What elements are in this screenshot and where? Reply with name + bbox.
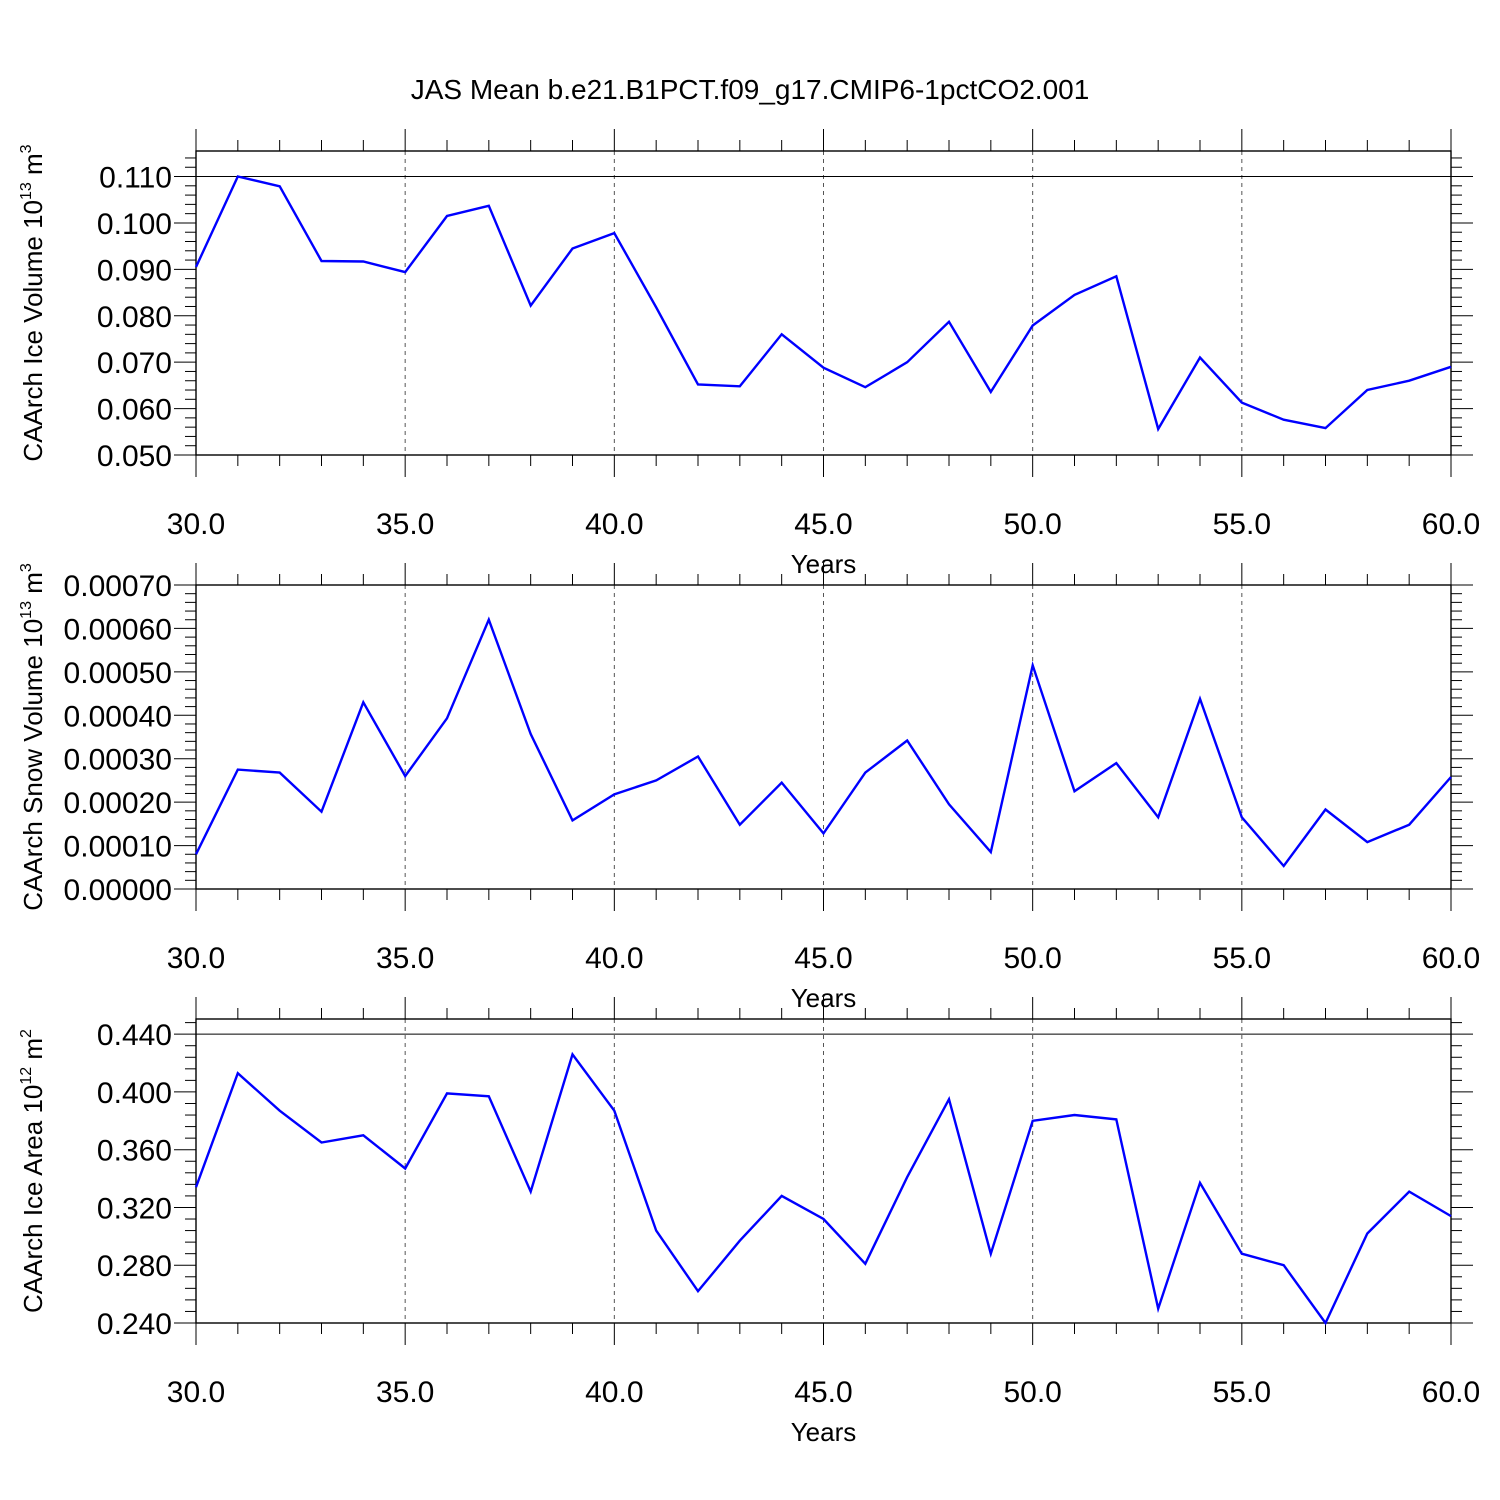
- y-tick-label: 0.400: [97, 1077, 172, 1110]
- y-tick-label: 0.320: [97, 1192, 172, 1225]
- x-tick-label: 30.0: [167, 942, 225, 975]
- x-tick-label: 30.0: [167, 1376, 225, 1409]
- x-tick-label: 40.0: [585, 942, 643, 975]
- x-tick-label: 35.0: [376, 508, 434, 541]
- x-tick-label: 30.0: [167, 508, 225, 541]
- y-tick-label: 0.00010: [64, 831, 172, 864]
- x-tick-label: 40.0: [585, 1376, 643, 1409]
- series-line: [194, 1051, 1452, 1326]
- x-tick-label: 60.0: [1422, 942, 1480, 975]
- x-tick-label: 60.0: [1422, 1376, 1480, 1409]
- y-tick-label: 0.00020: [64, 787, 172, 820]
- x-tick-label: 45.0: [794, 508, 852, 541]
- y-tick-label: 0.00000: [64, 874, 172, 907]
- y-axis-label: CAArch Snow Volume 1013 m3: [18, 563, 48, 911]
- x-tick-label: 40.0: [585, 508, 643, 541]
- x-tick-label: 50.0: [1003, 942, 1061, 975]
- y-tick-label: 0.240: [97, 1308, 172, 1341]
- panel-3: 30.0 35.0 40.0 45.0 50.0 55.0 60.0 0.240 0.280 0.…: [18, 997, 1480, 1447]
- y-tick-label: 0.100: [97, 208, 172, 241]
- x-tick-label: 60.0: [1422, 508, 1480, 541]
- x-tick-label: 50.0: [1003, 1376, 1061, 1409]
- y-tick-label: 0.00050: [64, 657, 172, 690]
- y-axis-label: CAArch Ice Area 1012 m2: [18, 1029, 48, 1313]
- y-tick-label: 0.110: [99, 162, 172, 195]
- y-tick-label: 0.060: [97, 394, 172, 427]
- y-tick-label: 0.280: [97, 1250, 172, 1283]
- y-tick-label: 0.00040: [64, 700, 172, 733]
- x-tick-label: 45.0: [794, 942, 852, 975]
- y-tick-label: 0.360: [97, 1135, 172, 1168]
- y-tick-label: 0.090: [97, 254, 172, 287]
- y-tick-label: 0.00070: [64, 570, 172, 603]
- figure-title: JAS Mean b.e21.B1PCT.f09_g17.CMIP6-1pctC…: [410, 74, 1090, 105]
- y-tick-label: 0.050: [97, 440, 172, 473]
- x-tick-label: 35.0: [376, 942, 434, 975]
- y-tick-label: 0.070: [97, 347, 172, 380]
- x-tick-label: 55.0: [1213, 942, 1271, 975]
- series-line: [194, 175, 1452, 433]
- series-line: [194, 616, 1452, 868]
- x-tick-label: 45.0: [794, 1376, 852, 1409]
- y-tick-label: 0.440: [97, 1019, 172, 1052]
- y-axis-label: CAArch Ice Volume 1013 m3: [18, 144, 48, 461]
- y-tick-label: 0.080: [97, 301, 172, 334]
- x-tick-label: 50.0: [1003, 508, 1061, 541]
- y-tick-label: 0.00030: [64, 744, 172, 777]
- x-tick-label: 55.0: [1213, 508, 1271, 541]
- x-axis-label: Years: [791, 1417, 857, 1447]
- panel-2: 30.0 35.0 40.0 45.0 50.0 55.0 60.0 0.00000 0.000…: [18, 563, 1480, 1013]
- y-tick-label: 0.00060: [64, 613, 172, 646]
- x-tick-label: 35.0: [376, 1376, 434, 1409]
- panel-1: 30.0 35.0 40.0 45.0 50.0 55.0 60.0 0.050 0.060 0.…: [18, 129, 1480, 579]
- x-tick-label: 55.0: [1213, 1376, 1271, 1409]
